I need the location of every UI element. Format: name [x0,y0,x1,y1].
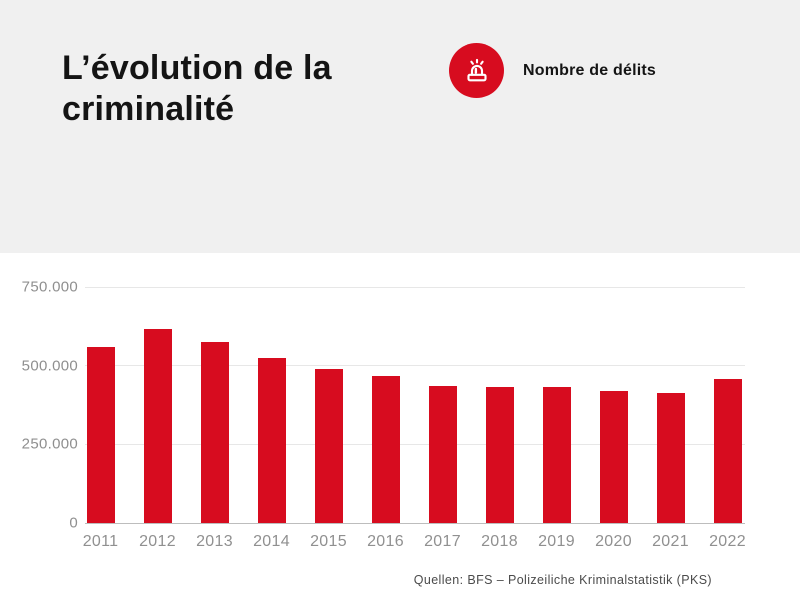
x-axis-label-2018: 2018 [481,533,518,550]
y-axis-label-250.000: 250.000 [21,435,78,453]
page-title: L’évolution de la criminalité [62,48,332,130]
x-axis-label-2012: 2012 [139,533,176,550]
bar-2019 [542,387,571,523]
gridline-750.000 [85,286,745,288]
bar-chart: 0 250.000 500.000 750.000 2011 2012 2013 2014 20… [0,279,800,551]
siren-icon [449,43,504,98]
x-axis-label-2016: 2016 [367,533,404,550]
title-line-2: criminalité [62,90,235,128]
bar-2020 [599,390,628,523]
x-axis-label-2019: 2019 [538,533,575,550]
x-axis-label-2021: 2021 [652,533,689,550]
bar-2014 [257,357,286,523]
source-caption: Quellen: BFS – Polizeiliche Kriminalstat… [413,573,712,587]
x-axis-label-2015: 2015 [310,533,347,550]
y-axis-label-750.000: 750.000 [21,278,78,296]
header: L’évolution de la criminalité Nombre de … [0,0,800,253]
y-axis-label-0: 0 [69,514,78,532]
bar-2018 [485,387,514,523]
bar-2013 [200,342,229,523]
x-axis-label-2014: 2014 [253,533,290,550]
gridline-250.000 [85,443,745,445]
bar-2016 [371,376,400,523]
y-axis-label-500.000: 500.000 [21,357,78,375]
x-axis-line [85,522,745,524]
bar-2021 [656,393,685,523]
bar-2017 [428,386,457,523]
x-axis-label-2013: 2013 [196,533,233,550]
x-axis-label-2022: 2022 [709,533,746,550]
gridline-500.000 [85,365,745,367]
legend: Nombre de délits [449,43,656,98]
x-axis-label-2017: 2017 [424,533,461,550]
bar-2011 [86,346,115,523]
x-axis-label-2011: 2011 [82,533,119,550]
x-axis-label-2020: 2020 [595,533,632,550]
legend-label: Nombre de délits [523,61,657,79]
title-line-1: L’évolution de la [62,49,332,87]
bar-2015 [314,369,343,523]
bar-2022 [713,378,742,523]
bar-2012 [143,329,172,523]
